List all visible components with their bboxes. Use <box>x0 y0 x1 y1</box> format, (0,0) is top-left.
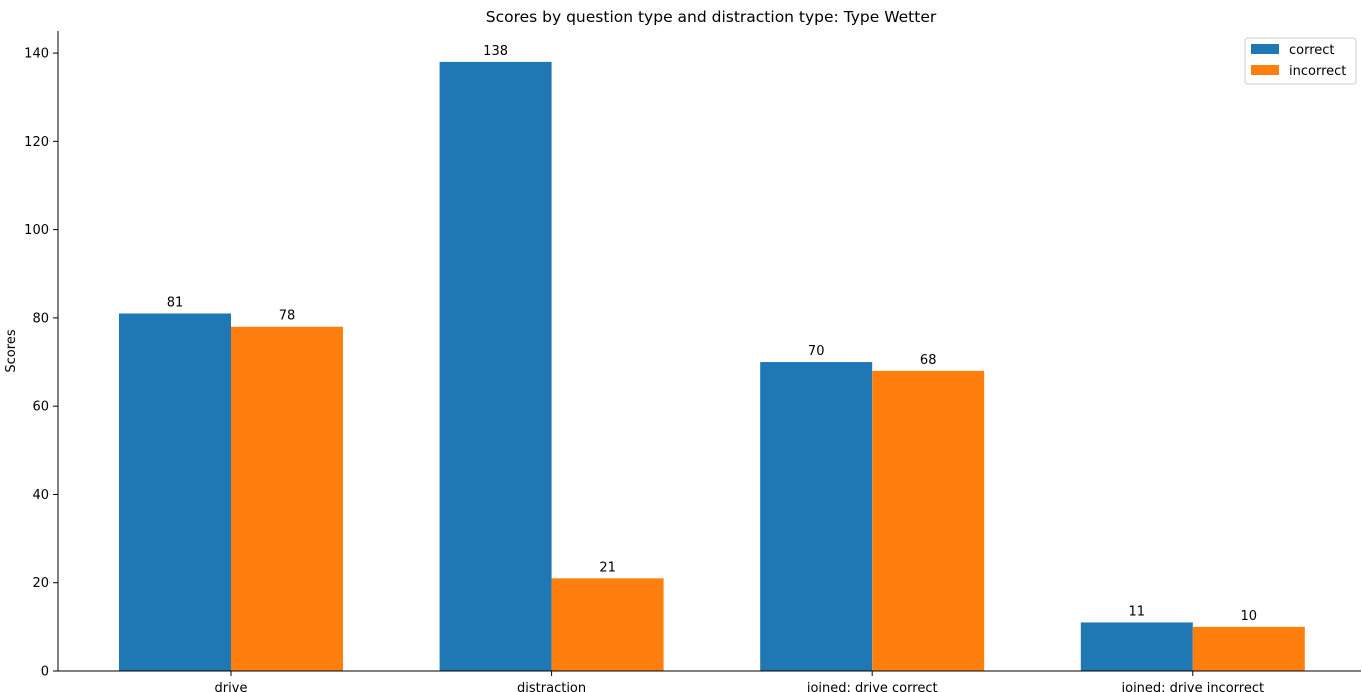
y-tick-label: 20 <box>32 576 49 591</box>
bars-group <box>119 61 1305 672</box>
bar-incorrect-0 <box>231 326 343 671</box>
data-labels-group: 81 78 138 21 70 68 11 10 <box>167 44 1257 624</box>
data-label-1-1: 21 <box>599 560 616 575</box>
legend: correct incorrect <box>1244 37 1357 85</box>
x-tick-label: joined: drive correct <box>806 681 938 692</box>
data-label-1-2: 68 <box>920 353 937 368</box>
y-axis-ticks: 0 20 40 60 80 100 120 140 <box>24 47 58 680</box>
bar-correct-0 <box>119 313 231 671</box>
y-tick-label: 60 <box>32 400 49 415</box>
x-tick-label: distraction <box>517 681 586 692</box>
bar-correct-2 <box>760 362 873 671</box>
legend-label-1: incorrect <box>1289 64 1346 79</box>
x-tick-label: drive <box>215 681 248 692</box>
data-label-0-3: 11 <box>1129 604 1146 619</box>
bar-incorrect-3 <box>1192 626 1305 671</box>
x-axis-ticks: drive distraction joined: drive correct joi… <box>215 671 1265 692</box>
x-tick-label: joined: drive incorrect <box>1121 681 1265 692</box>
bar-correct-3 <box>1080 622 1193 671</box>
y-tick-label: 140 <box>24 47 49 62</box>
data-label-1-0: 78 <box>279 309 296 324</box>
y-tick-label: 120 <box>24 135 49 150</box>
data-label-1-3: 10 <box>1241 609 1258 624</box>
data-label-0-2: 70 <box>808 344 825 359</box>
chart-title: Scores by question type and distraction … <box>486 8 937 26</box>
legend-swatch-1 <box>1251 65 1279 75</box>
y-tick-label: 80 <box>32 311 49 326</box>
y-axis-label: Scores <box>4 329 19 372</box>
bar-incorrect-2 <box>872 370 985 671</box>
bar-correct-1 <box>439 61 552 672</box>
legend-label-0: correct <box>1289 43 1335 58</box>
bar-incorrect-1 <box>551 578 664 671</box>
y-tick-label: 0 <box>41 665 49 680</box>
y-tick-label: 100 <box>24 223 49 238</box>
y-tick-label: 40 <box>32 488 49 503</box>
data-label-0-0: 81 <box>167 295 184 310</box>
legend-swatch-0 <box>1251 44 1279 54</box>
data-label-0-1: 138 <box>483 44 508 59</box>
